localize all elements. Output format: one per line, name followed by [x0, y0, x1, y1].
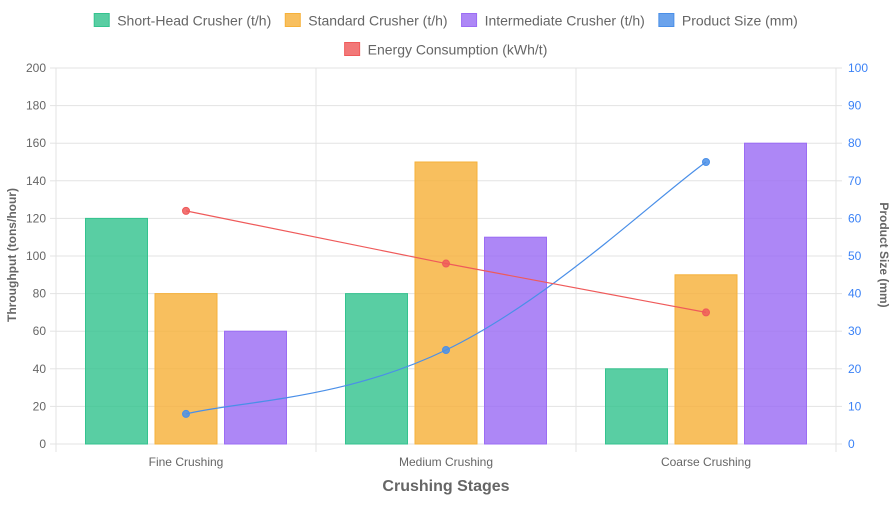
legend-item-short-head-crusher[interactable]: Short-Head Crusher (t/h)	[93, 13, 271, 29]
y-axis-left-title: Throughput (tons/hour)	[5, 188, 19, 322]
bar-short-head-crusher-coarse-crushing	[605, 368, 668, 445]
y-right-tick-label: 80	[848, 136, 862, 150]
legend-item-intermediate-crusher[interactable]: Intermediate Crusher (t/h)	[461, 13, 645, 29]
legend-label: Product Size (mm)	[682, 13, 798, 29]
legend-swatch	[284, 13, 301, 27]
y-right-tick-label: 20	[848, 362, 862, 376]
y-left-tick-label: 0	[39, 437, 46, 451]
legend-item-product-size[interactable]: Product Size (mm)	[658, 13, 798, 29]
bar-standard-crusher-fine-crushing	[154, 293, 218, 445]
legend: Short-Head Crusher (t/h) Standard Crusher…	[93, 13, 798, 58]
legend-label: Energy Consumption (kWh/t)	[368, 42, 548, 58]
legend-swatch	[93, 13, 110, 27]
x-tick-label: Fine Crushing	[149, 455, 224, 469]
y-right-tick-label: 30	[848, 324, 862, 338]
y-axis-right-title: Product Size (mm)	[877, 202, 891, 307]
legend-label: Intermediate Crusher (t/h)	[485, 13, 645, 29]
x-axis-title: Crushing Stages	[382, 478, 509, 495]
y-right-tick-label: 60	[848, 211, 862, 225]
y-right-tick-label: 90	[848, 99, 862, 113]
points	[182, 158, 710, 418]
point-energy-consumption-coarse-crushing	[702, 308, 710, 317]
y-right-tick-label: 50	[848, 249, 862, 263]
y-left-tick-label: 160	[26, 136, 46, 150]
point-energy-consumption-fine-crushing	[182, 206, 190, 215]
legend-label: Short-Head Crusher (t/h)	[117, 13, 271, 29]
y-left-tick-label: 120	[26, 211, 46, 225]
bar-intermediate-crusher-coarse-crushing	[744, 142, 807, 445]
legend-label: Standard Crusher (t/h)	[308, 13, 447, 29]
legend-item-energy-consumption[interactable]: Energy Consumption (kWh/t)	[344, 42, 548, 58]
bar-short-head-crusher-fine-crushing	[85, 217, 148, 445]
x-tick-label: Medium Crushing	[399, 455, 493, 469]
point-product-size-coarse-crushing	[702, 158, 710, 166]
y-right-tick-label: 10	[848, 399, 862, 413]
legend-swatch	[658, 13, 675, 27]
y-left-tick-label: 180	[26, 99, 46, 113]
bar-standard-crusher-medium-crushing	[414, 161, 478, 445]
y-right-tick-label: 40	[848, 287, 862, 301]
y-left-tick-label: 100	[26, 249, 46, 263]
labels: Crushing Stages Throughput (tons/hour) P…	[5, 188, 891, 495]
legend-item-standard-crusher[interactable]: Standard Crusher (t/h)	[284, 13, 448, 29]
y-left-tick-label: 60	[33, 324, 47, 338]
y-right-tick-label: 0	[848, 437, 855, 451]
y-right-tick-label: 70	[848, 174, 862, 188]
bar-short-head-crusher-medium-crushing	[345, 293, 408, 445]
y-left-tick-label: 40	[33, 362, 47, 376]
legend-swatch	[344, 42, 361, 56]
bar-intermediate-crusher-medium-crushing	[484, 236, 547, 445]
y-left-tick-label: 140	[26, 174, 46, 188]
y-left-tick-label: 200	[26, 61, 46, 75]
bar-standard-crusher-coarse-crushing	[674, 274, 738, 445]
x-tick-label: Coarse Crushing	[661, 455, 751, 469]
y-left-tick-label: 20	[33, 399, 47, 413]
legend-swatch	[461, 13, 478, 27]
y-left-tick-label: 80	[33, 287, 47, 301]
axes: 0 20 40 60 80 100 120 140 160 180 200 0 10 20 30 40 50 60…	[26, 61, 868, 469]
point-energy-consumption-medium-crushing	[442, 259, 450, 268]
bar-intermediate-crusher-fine-crushing	[224, 330, 287, 445]
point-product-size-fine-crushing	[182, 409, 190, 418]
point-product-size-medium-crushing	[442, 346, 450, 354]
bars	[85, 142, 807, 445]
y-right-tick-label: 100	[848, 61, 868, 75]
